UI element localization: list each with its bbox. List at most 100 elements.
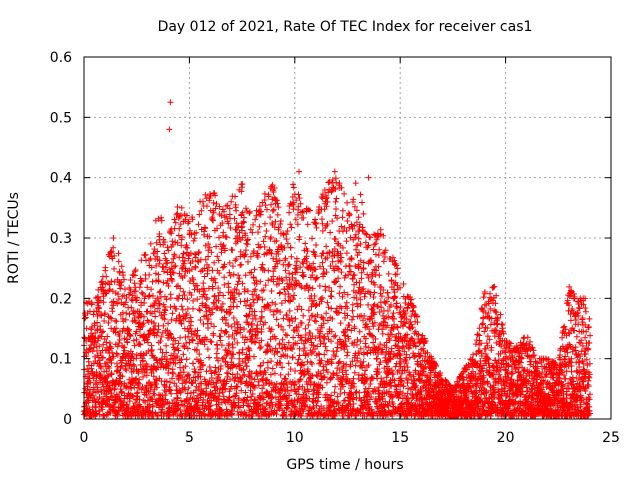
- data-point: [232, 193, 239, 200]
- data-point: [148, 264, 155, 271]
- data-point: [301, 344, 308, 351]
- data-point: [179, 234, 186, 241]
- data-point: [300, 214, 307, 221]
- data-point: [296, 233, 303, 240]
- data-point: [133, 336, 140, 343]
- data-point: [186, 267, 193, 274]
- data-point: [300, 312, 307, 319]
- data-point: [178, 320, 185, 327]
- data-point: [117, 386, 124, 393]
- data-point: [117, 378, 124, 385]
- data-point: [483, 340, 490, 347]
- data-point: [378, 375, 385, 382]
- data-point: [167, 379, 174, 386]
- data-point: [177, 334, 184, 341]
- data-point: [111, 265, 118, 272]
- data-point: [370, 323, 377, 330]
- data-point: [104, 400, 111, 407]
- data-point: [182, 363, 189, 370]
- data-point: [256, 345, 263, 352]
- data-point: [234, 281, 241, 288]
- data-point: [113, 350, 120, 357]
- data-point: [171, 263, 178, 270]
- data-point: [146, 257, 153, 264]
- data-point: [331, 333, 338, 340]
- data-point: [336, 290, 343, 297]
- data-point: [117, 285, 124, 292]
- data-point: [277, 371, 284, 378]
- data-point: [172, 219, 179, 226]
- data-point: [118, 363, 125, 370]
- data-point: [397, 304, 404, 311]
- data-point: [201, 273, 208, 280]
- data-point: [319, 294, 326, 301]
- data-point: [173, 306, 180, 313]
- data-point: [171, 252, 178, 259]
- data-point: [146, 271, 153, 278]
- data-point: [385, 294, 392, 301]
- data-point: [144, 363, 151, 370]
- data-point: [305, 322, 312, 329]
- data-point: [127, 357, 134, 364]
- data-point: [97, 323, 104, 330]
- data-point: [180, 288, 187, 295]
- data-point: [181, 257, 188, 264]
- data-point: [344, 352, 351, 359]
- data-point: [111, 252, 118, 259]
- data-point: [108, 248, 115, 255]
- data-point: [190, 360, 197, 367]
- data-point: [284, 240, 291, 247]
- data-point: [243, 363, 250, 370]
- data-point: [101, 368, 108, 375]
- data-point: [177, 388, 184, 395]
- data-point: [351, 323, 358, 330]
- data-point: [193, 229, 200, 236]
- data-point: [183, 378, 190, 385]
- data-point: [148, 286, 155, 293]
- data-point: [327, 375, 334, 382]
- data-point: [239, 223, 246, 230]
- data-point: [130, 337, 137, 344]
- data-point: [109, 349, 116, 356]
- data-point: [132, 267, 139, 274]
- data-point: [183, 242, 190, 249]
- data-point: [191, 235, 198, 242]
- data-point: [490, 284, 497, 291]
- data-point: [298, 320, 305, 327]
- data-point: [332, 353, 339, 360]
- data-point: [332, 198, 339, 205]
- data-point: [101, 318, 108, 325]
- data-point: [185, 385, 192, 392]
- data-point: [194, 332, 201, 339]
- data-point: [256, 223, 263, 230]
- data-point: [128, 304, 135, 311]
- data-point: [174, 204, 181, 211]
- data-point: [492, 327, 499, 334]
- data-point: [313, 241, 320, 248]
- data-point: [365, 301, 372, 308]
- data-point: [279, 336, 286, 343]
- data-point: [316, 282, 323, 289]
- data-point: [404, 380, 411, 387]
- data-point: [157, 288, 164, 295]
- data-point: [214, 253, 221, 260]
- data-point: [152, 270, 159, 277]
- data-point: [254, 322, 261, 329]
- data-point: [180, 250, 187, 257]
- data-point: [194, 296, 201, 303]
- data-point: [115, 250, 122, 257]
- data-point: [352, 180, 359, 187]
- data-point: [91, 386, 98, 393]
- data-point: [179, 380, 186, 387]
- data-point: [85, 349, 92, 356]
- data-point: [179, 295, 186, 302]
- data-point: [166, 330, 173, 337]
- data-point: [133, 355, 140, 362]
- data-point: [261, 243, 268, 250]
- data-point: [275, 204, 282, 211]
- data-point: [341, 190, 348, 197]
- data-point: [324, 299, 331, 306]
- data-point: [377, 341, 384, 348]
- data-point: [304, 221, 311, 228]
- data-point: [200, 321, 207, 328]
